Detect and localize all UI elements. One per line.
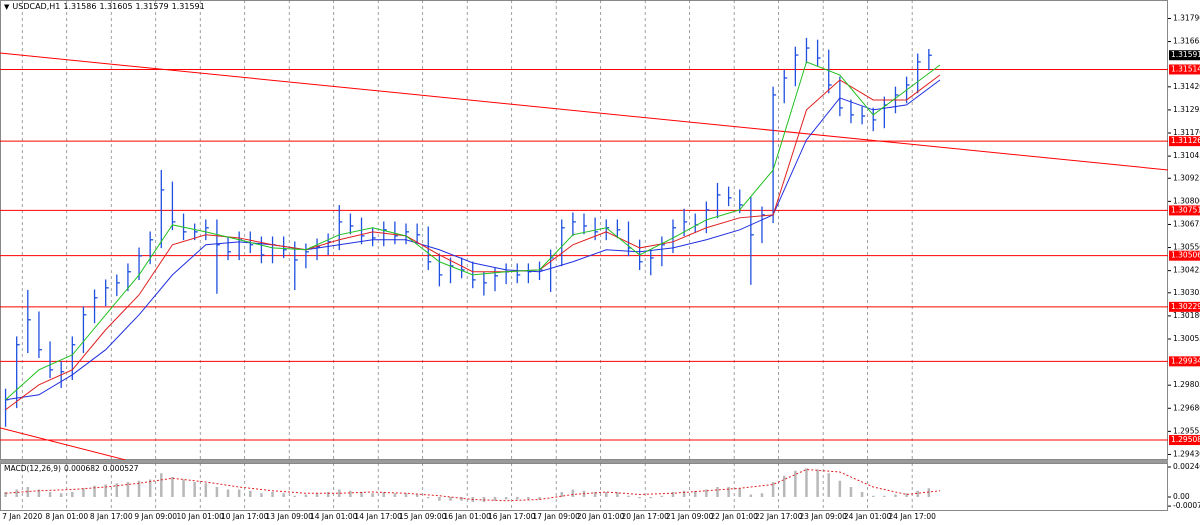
y-tick-label: 1.31420	[1173, 82, 1200, 91]
y-tick-label: 1.30800	[1173, 196, 1200, 205]
y-tick-label: 0.00	[1173, 492, 1190, 501]
y-tick-label: 1.30550	[1173, 243, 1200, 252]
x-tick-label: 22 Jan 01:00	[710, 512, 758, 521]
macd-readout: 0.000527	[102, 464, 139, 473]
x-tick-label: 14 Jan 17:00	[354, 512, 402, 521]
x-tick-label: 8 Jan 01:00	[45, 512, 88, 521]
x-tick-label: 17 Jan 09:00	[532, 512, 580, 521]
x-tick-label: 10 Jan 01:00	[176, 512, 224, 521]
y-tick-label: 1.31665	[1173, 37, 1200, 46]
x-tick-label: 24 Jan 17:00	[888, 512, 936, 521]
level-label-box	[1169, 136, 1200, 147]
x-tick-label: 16 Jan 17:00	[488, 512, 536, 521]
macd-signal	[5, 468, 941, 502]
level-label: 1.29508	[1171, 435, 1200, 444]
level-label-box	[1169, 435, 1200, 446]
x-tick-label: 20 Jan 01:00	[577, 512, 625, 521]
macd-title: MACD(12,26,9)	[4, 464, 61, 473]
symbol: USDCAD,H1	[12, 2, 61, 11]
menu-arrow[interactable]: ▼	[4, 2, 10, 11]
trend-line	[0, 52, 1168, 171]
y-tick-label: 1.30305	[1173, 288, 1200, 297]
y-tick-label: 1.31170	[1173, 128, 1200, 137]
x-tick-label: 14 Jan 01:00	[310, 512, 358, 521]
y-tick-label: 1.29680	[1173, 403, 1200, 412]
last-price-box	[1169, 50, 1200, 61]
level-label-box	[1169, 250, 1200, 261]
level-label: 1.31514	[1171, 64, 1200, 73]
window-separator	[0, 460, 1168, 463]
level-label: 1.30506	[1171, 251, 1200, 260]
x-tick-label: 7 Jan 2020	[2, 512, 42, 521]
x-tick-label: 23 Jan 09:00	[799, 512, 847, 521]
last-price-label: 1.31591	[1171, 50, 1200, 59]
x-tick-label: 16 Jan 01:00	[443, 512, 491, 521]
moving-average	[5, 74, 941, 411]
moving-average	[5, 61, 941, 401]
y-tick-label: 0.002401	[1173, 462, 1200, 471]
y-tick-label: 1.30055	[1173, 334, 1200, 343]
x-tick-label: 10 Jan 17:00	[221, 512, 269, 521]
quote: 1.31586	[63, 2, 97, 11]
y-tick-label: 1.30425	[1173, 266, 1200, 275]
x-tick-label: 8 Jan 17:00	[90, 512, 133, 521]
y-tick-label: 1.30925	[1173, 173, 1200, 182]
x-tick-label: 24 Jan 01:00	[844, 512, 892, 521]
level-label: 1.31126	[1171, 136, 1200, 145]
level-label-box	[1169, 301, 1200, 312]
y-tick-label: 1.31045	[1173, 151, 1200, 160]
y-tick-label: 1.29555	[1173, 426, 1200, 435]
quote: 1.31605	[99, 2, 133, 11]
level-label: 1.30751	[1171, 205, 1200, 214]
x-tick-label: 9 Jan 09:00	[134, 512, 177, 521]
level-label-box	[1169, 64, 1200, 75]
macd-header: MACD(12,26,9) 0.000682 0.000527	[4, 464, 139, 473]
x-tick-label: 13 Jan 09:00	[265, 512, 313, 521]
y-tick-label: 1.31295	[1173, 105, 1200, 114]
level-label-box	[1169, 205, 1200, 216]
level-label-box	[1169, 356, 1200, 367]
quote: 1.31591	[171, 2, 205, 11]
x-tick-label: 21 Jan 09:00	[666, 512, 714, 521]
quote: 1.31579	[135, 2, 169, 11]
trend-line	[0, 427, 126, 460]
chart-header: ▼ USDCAD,H1 1.31586 1.31605 1.31579 1.31…	[4, 2, 205, 11]
x-tick-label: 22 Jan 17:00	[755, 512, 803, 521]
x-tick-label: 15 Jan 09:00	[399, 512, 447, 521]
y-tick-label: 1.30675	[1173, 219, 1200, 228]
y-tick-label: -0.000728	[1173, 501, 1200, 510]
moving-average	[5, 79, 941, 401]
y-tick-label: 1.30180	[1173, 311, 1200, 320]
x-tick-label: 20 Jan 17:00	[621, 512, 669, 521]
macd-frame	[0, 463, 1168, 511]
y-tick-label: 1.29805	[1173, 380, 1200, 389]
level-label: 1.29934	[1171, 356, 1200, 365]
level-label: 1.30229	[1171, 302, 1200, 311]
macd-readout: 0.000682	[63, 464, 100, 473]
y-tick-label: 1.31790	[1173, 13, 1200, 22]
